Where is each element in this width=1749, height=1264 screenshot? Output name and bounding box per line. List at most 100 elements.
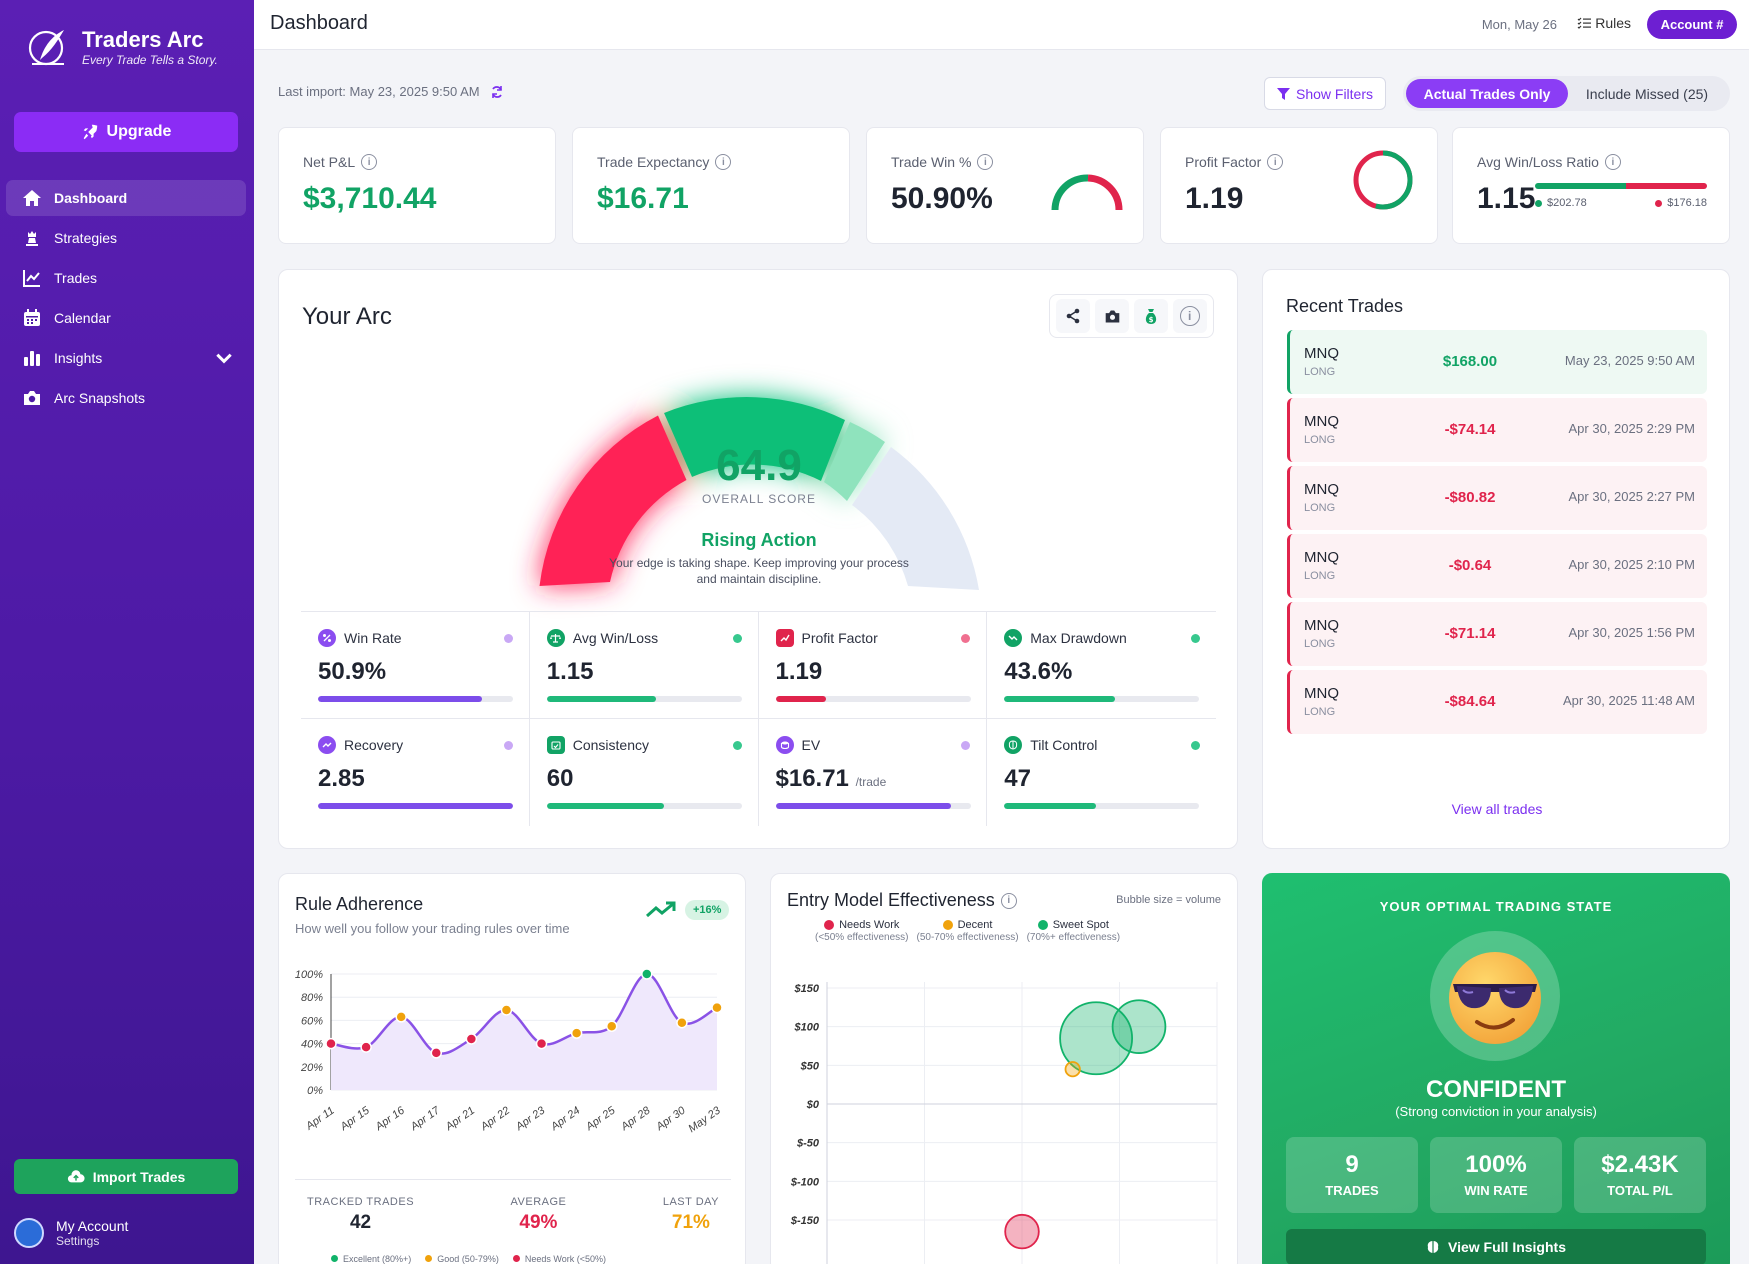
win-portion: [1535, 183, 1627, 189]
sidebar-item-label: Strategies: [54, 230, 118, 246]
info-icon[interactable]: i: [715, 154, 732, 170]
metric-avg-win-loss[interactable]: Avg Win/Loss 1.15: [529, 612, 759, 719]
account-button[interactable]: Account #: [1647, 10, 1737, 39]
toggle-actual-trades[interactable]: Actual Trades Only: [1406, 79, 1568, 108]
info-icon[interactable]: i: [977, 154, 994, 170]
legend-needs-work[interactable]: Needs Work (<50% effectiveness): [815, 919, 908, 943]
metric-head: Win Rate: [318, 629, 402, 647]
data-point[interactable]: [500, 1004, 513, 1016]
y-tick-label: 20%: [300, 1062, 323, 1074]
cloud-upload-icon: [67, 1169, 85, 1182]
my-account[interactable]: My Account Settings: [14, 1218, 128, 1248]
import-trades-label: Import Trades: [92, 1168, 186, 1185]
metric-progress-fill: [775, 696, 827, 702]
metric-value: 50.9%: [318, 658, 386, 686]
bubble[interactable]: [1064, 1061, 1081, 1078]
camera-icon: [1105, 310, 1119, 322]
bubble[interactable]: [1004, 1213, 1040, 1250]
stat-value: 42: [349, 1212, 372, 1233]
data-point[interactable]: [430, 1047, 443, 1059]
view-full-insights-button[interactable]: View Full Insights: [1286, 1229, 1706, 1264]
sidebar-item-calendar[interactable]: Calendar: [6, 300, 246, 336]
toggle-include-missed[interactable]: Include Missed (25): [1585, 85, 1709, 102]
legend-decent[interactable]: Decent (50-70% effectiveness): [916, 919, 1018, 943]
metric-progress-track: [546, 696, 742, 702]
trade-row[interactable]: MNQ LONG -$74.14 Apr 30, 2025 2:29 PM: [1287, 398, 1707, 462]
info-icon[interactable]: i: [361, 154, 378, 170]
trade-row[interactable]: MNQ LONG $168.00 May 23, 2025 9:50 AM: [1287, 330, 1707, 394]
info-button[interactable]: i: [1172, 299, 1207, 333]
trade-date: Apr 30, 2025 2:10 PM: [1568, 557, 1695, 572]
rule-legend: Excellent (80%+) Good (50-79%) Needs Wor…: [331, 1254, 606, 1264]
data-point[interactable]: [676, 1016, 688, 1029]
sync-icon[interactable]: [490, 85, 504, 99]
sidebar-item-trades[interactable]: Trades: [6, 260, 246, 296]
sidebar-item-insights[interactable]: Insights: [6, 340, 246, 376]
snapshot-button[interactable]: [1095, 299, 1130, 333]
chevron-down-icon[interactable]: [214, 348, 234, 368]
x-tick-label: Apr 24: [548, 1105, 582, 1134]
trade-row[interactable]: MNQ LONG -$84.64 Apr 30, 2025 11:48 AM: [1287, 670, 1707, 734]
stat-value: 9: [1345, 1151, 1359, 1178]
data-point[interactable]: [641, 968, 653, 980]
arc-title: Your Arc: [302, 303, 392, 330]
avg-win-value: $202.78: [1547, 197, 1587, 209]
legend-sweet-spot[interactable]: Sweet Spot (70%+ effectiveness): [1027, 919, 1120, 943]
metric-max-drawdown[interactable]: Max Drawdown 43.6%: [987, 612, 1216, 719]
metric-value: 43.6%: [1004, 658, 1072, 686]
data-point[interactable]: [395, 1011, 407, 1023]
share-button[interactable]: [1056, 299, 1091, 333]
calendar-icon: [24, 309, 40, 326]
brand[interactable]: Traders Arc Every Trade Tells a Story.: [26, 26, 218, 70]
upgrade-button[interactable]: Upgrade: [14, 112, 238, 152]
info-icon[interactable]: i: [1267, 154, 1284, 170]
info-icon[interactable]: i: [1604, 154, 1621, 170]
metric-recovery[interactable]: Recovery 2.85: [301, 719, 530, 826]
sidebar-item-label: Trades: [54, 270, 98, 286]
import-trades-button[interactable]: Import Trades: [14, 1159, 238, 1194]
data-point[interactable]: [325, 1037, 337, 1050]
y-tick-label: $100: [794, 1022, 820, 1034]
legend-dot: [824, 920, 835, 930]
metric-win-rate[interactable]: Win Rate 50.9%: [301, 612, 530, 719]
x-tick-label: Apr 16: [373, 1104, 408, 1133]
legend-sub: (<50% effectiveness): [815, 932, 909, 943]
trade-row[interactable]: MNQ LONG -$71.14 Apr 30, 2025 1:56 PM: [1287, 602, 1707, 666]
x-tick-label: Apr 21: [443, 1105, 477, 1134]
info-icon[interactable]: i: [1000, 892, 1017, 909]
camera-icon: [24, 391, 40, 405]
data-point[interactable]: [360, 1041, 372, 1053]
data-point[interactable]: [711, 1001, 723, 1014]
metric-tilt-control[interactable]: Tilt Control 47: [987, 719, 1216, 826]
sidebar-item-arc-snapshots[interactable]: Arc Snapshots: [6, 380, 246, 416]
trade-row[interactable]: MNQ LONG -$0.64 Apr 30, 2025 2:10 PM: [1287, 534, 1707, 598]
view-all-trades-link[interactable]: View all trades: [1451, 801, 1543, 817]
data-point[interactable]: [605, 1020, 618, 1032]
rules-button[interactable]: Rules: [1577, 15, 1631, 31]
legend-label: Sweet Spot: [1052, 919, 1109, 931]
metric-head: EV: [775, 736, 820, 754]
series-area: [331, 973, 717, 1090]
money-bag-button[interactable]: $: [1133, 299, 1168, 333]
rules-label: Rules: [1595, 15, 1631, 31]
metric-value-text: 43.6%: [1004, 658, 1073, 685]
show-filters-button[interactable]: Show Filters: [1264, 77, 1386, 110]
metric-ev[interactable]: EV $16.71 /trade: [759, 719, 988, 826]
data-point[interactable]: [535, 1037, 548, 1050]
trade-side: LONG: [1304, 570, 1336, 582]
bubble[interactable]: [1111, 999, 1167, 1054]
data-point[interactable]: [570, 1027, 583, 1039]
metric-profit-factor[interactable]: Profit Factor 1.19: [758, 612, 988, 719]
metric-consistency[interactable]: Consistency 60: [530, 719, 759, 826]
metric-progress-fill: [318, 696, 482, 702]
account-settings-link[interactable]: Settings: [56, 1234, 100, 1248]
data-point[interactable]: [465, 1033, 478, 1045]
trade-row[interactable]: MNQ LONG -$80.82 Apr 30, 2025 2:27 PM: [1287, 466, 1707, 530]
sidebar-item-dashboard[interactable]: Dashboard: [6, 180, 246, 216]
sidebar-item-strategies[interactable]: Strategies: [6, 220, 246, 256]
kpi-label: Profit Factor i: [1185, 154, 1284, 170]
trade-symbol: MNQ: [1304, 685, 1339, 702]
avatar: [14, 1218, 44, 1248]
overall-score-gauge: [539, 397, 979, 590]
info-icon: i: [1179, 306, 1200, 326]
